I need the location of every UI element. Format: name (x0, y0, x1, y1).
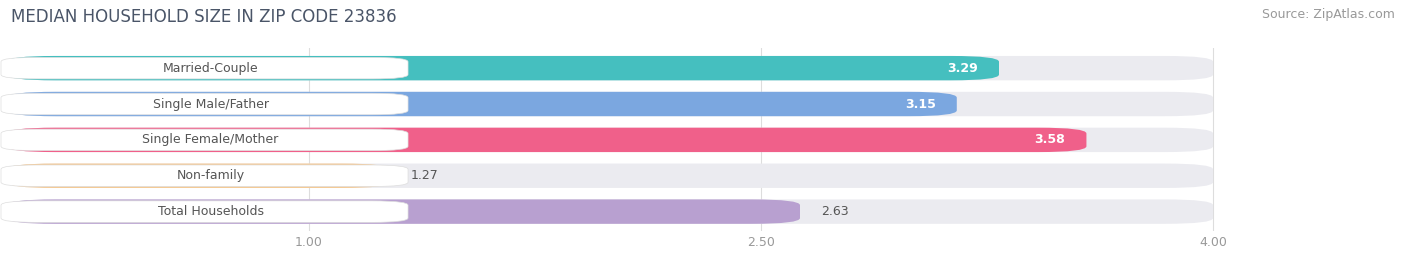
Text: Single Female/Mother: Single Female/Mother (142, 133, 278, 146)
FancyBboxPatch shape (7, 56, 1213, 80)
FancyBboxPatch shape (7, 199, 1213, 224)
FancyBboxPatch shape (7, 199, 800, 224)
FancyBboxPatch shape (7, 164, 389, 188)
FancyBboxPatch shape (1, 165, 408, 186)
Text: 2.63: 2.63 (821, 205, 849, 218)
Text: Total Households: Total Households (157, 205, 263, 218)
FancyBboxPatch shape (7, 56, 1000, 80)
FancyBboxPatch shape (1, 93, 408, 115)
FancyBboxPatch shape (7, 92, 956, 116)
FancyBboxPatch shape (7, 128, 1213, 152)
Text: 3.15: 3.15 (905, 98, 935, 111)
Text: 3.29: 3.29 (948, 62, 979, 75)
Text: MEDIAN HOUSEHOLD SIZE IN ZIP CODE 23836: MEDIAN HOUSEHOLD SIZE IN ZIP CODE 23836 (11, 8, 396, 26)
Text: Source: ZipAtlas.com: Source: ZipAtlas.com (1261, 8, 1395, 21)
FancyBboxPatch shape (7, 92, 1213, 116)
Text: Married-Couple: Married-Couple (163, 62, 259, 75)
FancyBboxPatch shape (1, 57, 408, 79)
Text: Non-family: Non-family (177, 169, 245, 182)
Text: 3.58: 3.58 (1035, 133, 1066, 146)
FancyBboxPatch shape (7, 128, 1087, 152)
FancyBboxPatch shape (7, 164, 1213, 188)
FancyBboxPatch shape (1, 201, 408, 222)
Text: Single Male/Father: Single Male/Father (152, 98, 269, 111)
Text: 1.27: 1.27 (411, 169, 439, 182)
FancyBboxPatch shape (1, 129, 408, 151)
